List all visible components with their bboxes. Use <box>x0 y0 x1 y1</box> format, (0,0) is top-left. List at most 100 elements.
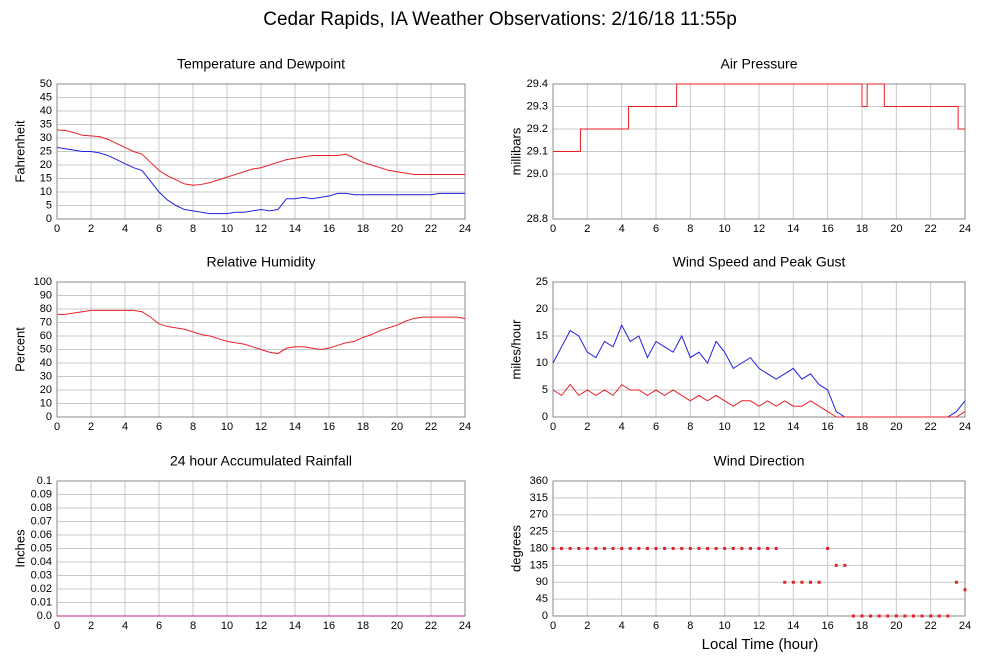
y-tick-label: 270 <box>530 509 548 521</box>
x-tick-label: 10 <box>221 620 233 632</box>
y-tick-label: 0.0 <box>37 610 52 622</box>
scatter-point <box>834 563 838 567</box>
y-tick-label: 360 <box>530 475 548 487</box>
x-tick-label: 4 <box>122 620 128 632</box>
y-tick-label: 0.05 <box>31 542 52 554</box>
x-tick-label: 12 <box>753 620 765 632</box>
y-tick-label: 20 <box>536 303 548 315</box>
x-tick-label: 22 <box>425 223 437 235</box>
x-tick-label: 0 <box>54 620 60 632</box>
x-tick-label: 10 <box>221 421 233 433</box>
x-tick-label: 6 <box>653 620 659 632</box>
scatter-point <box>714 547 718 550</box>
scatter-point <box>723 547 727 550</box>
x-tick-label: 14 <box>289 223 301 235</box>
x-tick-label: 16 <box>323 421 335 433</box>
x-tick-label: 12 <box>753 421 765 433</box>
y-tick-label: 20 <box>40 384 52 396</box>
y-tick-label: 315 <box>530 492 548 504</box>
series-line <box>553 83 965 152</box>
y-tick-label: 15 <box>536 330 548 342</box>
x-tick-label: 12 <box>753 223 765 235</box>
x-tick-label: 2 <box>584 223 590 235</box>
plot-frame <box>552 281 966 418</box>
x-tick-label: 4 <box>122 223 128 235</box>
x-tick-label: 20 <box>391 421 403 433</box>
x-tick-label: 2 <box>88 223 94 235</box>
x-tick-label: 12 <box>255 223 267 235</box>
x-tick-label: 20 <box>391 620 403 632</box>
scatter-point <box>680 547 684 550</box>
x-tick-label: 0 <box>54 421 60 433</box>
scatter-point <box>963 588 967 592</box>
y-axis-label: miles/hour <box>508 319 523 380</box>
scatter-point <box>920 614 924 618</box>
scatter-point <box>860 614 864 618</box>
scatter-point <box>706 547 709 550</box>
x-tick-label: 6 <box>653 421 659 433</box>
scatter-point <box>877 614 881 618</box>
x-tick-label: 20 <box>890 421 902 433</box>
y-tick-label: 35 <box>40 118 52 130</box>
scatter-point <box>886 614 890 618</box>
x-tick-label: 20 <box>890 620 902 632</box>
scatter-point <box>577 547 581 550</box>
y-tick-label: 29.3 <box>527 100 548 112</box>
x-tick-label: 10 <box>719 223 731 235</box>
y-tick-label: 10 <box>536 357 548 369</box>
x-tick-label: 24 <box>959 421 971 433</box>
y-tick-label: 100 <box>34 276 52 288</box>
scatter-point <box>766 547 770 550</box>
chart-title: Relative Humidity <box>207 254 316 270</box>
y-tick-label: 0.02 <box>31 583 52 595</box>
scatter-point <box>697 547 701 550</box>
scatter-point <box>937 614 941 618</box>
plot-frame <box>56 281 466 418</box>
y-tick-label: 28.8 <box>527 213 548 225</box>
x-tick-label: 22 <box>925 620 937 632</box>
scatter-point <box>731 547 735 550</box>
x-tick-label: 18 <box>856 421 868 433</box>
x-tick-label: 4 <box>619 421 625 433</box>
x-tick-label: 0 <box>550 223 556 235</box>
scatter-point <box>740 547 744 550</box>
plot-frame <box>56 83 466 220</box>
y-tick-label: 0 <box>46 213 52 225</box>
scatter-point <box>645 547 649 550</box>
y-tick-label: 0.07 <box>31 515 52 527</box>
x-tick-label: 22 <box>925 223 937 235</box>
x-tick-label: 6 <box>156 620 162 632</box>
y-tick-label: 0.06 <box>31 529 52 541</box>
scatter-point <box>637 547 641 550</box>
y-tick-label: 40 <box>40 357 52 369</box>
chart: Wind Directiondegrees0459013518022527031… <box>508 453 971 632</box>
scatter-point <box>628 547 632 550</box>
y-tick-label: 5 <box>46 199 52 211</box>
x-tick-label: 24 <box>459 223 471 235</box>
y-tick-label: 0.1 <box>37 475 52 487</box>
chart-title: Temperature and Dewpoint <box>177 56 345 72</box>
x-axis-label: Local Time (hour) <box>702 636 819 653</box>
scatter-point <box>791 580 795 584</box>
x-tick-label: 18 <box>856 223 868 235</box>
x-tick-label: 16 <box>822 620 834 632</box>
x-tick-label: 4 <box>122 421 128 433</box>
scatter-point <box>585 547 589 550</box>
x-tick-label: 12 <box>255 620 267 632</box>
y-axis-label: degrees <box>508 525 523 572</box>
y-tick-label: 40 <box>40 105 52 117</box>
y-tick-label: 25 <box>40 145 52 157</box>
x-tick-label: 12 <box>255 421 267 433</box>
x-tick-label: 22 <box>425 620 437 632</box>
x-tick-label: 8 <box>190 620 196 632</box>
scatter-point <box>620 547 624 550</box>
y-tick-label: 29.1 <box>527 145 548 157</box>
y-axis-label: Fahrenheit <box>12 120 27 183</box>
x-tick-label: 20 <box>890 223 902 235</box>
scatter-point <box>912 614 915 618</box>
series-line <box>57 309 466 355</box>
chart: 24 hour Accumulated Rainfall Inches 0.0 0.0… <box>12 453 471 632</box>
scatter-point <box>954 580 958 584</box>
scatter-point <box>654 547 658 550</box>
scatter-point <box>603 547 606 550</box>
